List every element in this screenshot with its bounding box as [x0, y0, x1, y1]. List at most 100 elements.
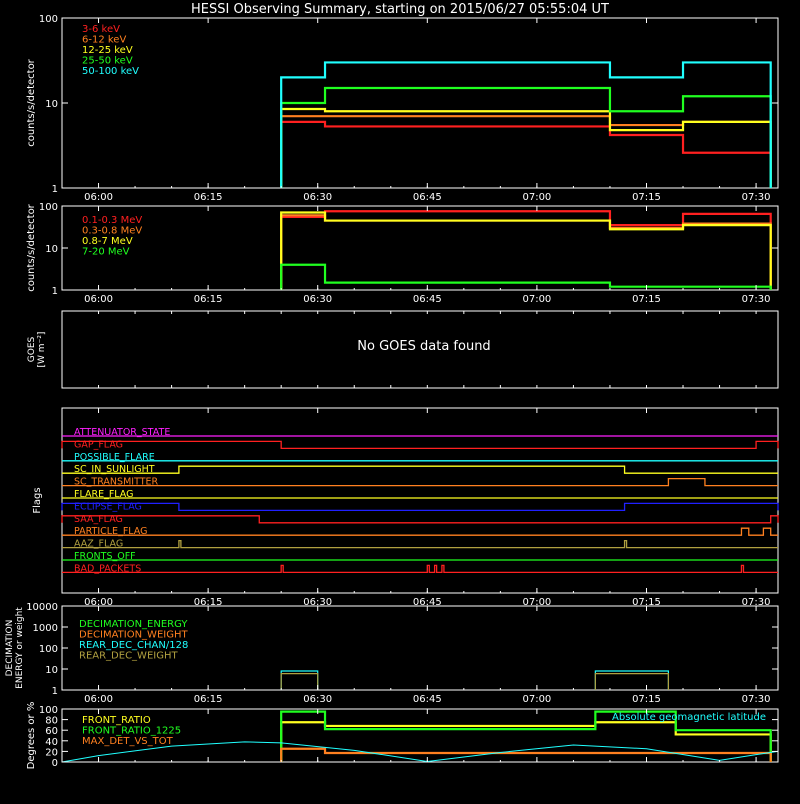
legend-label: DECIMATION_WEIGHT — [79, 630, 188, 641]
legend-label: 0.3-0.8 MeV — [82, 226, 142, 237]
y-axis-label-line1: DECIMATION — [5, 620, 15, 677]
flag-label: POSSIBLE_FLARE — [74, 452, 155, 463]
y-tick-label: 10 — [45, 99, 58, 110]
x-tick-label: 07:30 — [742, 294, 771, 305]
series-line-0-3-0-8-mev — [280, 214, 772, 290]
flag-line-aaz-flag — [62, 539, 778, 549]
legend-label: 3-6 keV — [82, 24, 120, 35]
x-tick-label: 07:15 — [632, 192, 661, 203]
flag-line-sc-in-sunlight — [62, 465, 778, 474]
legend-label: 12-25 keV — [82, 45, 133, 56]
legend-label: 7-20 MeV — [82, 247, 130, 258]
y-tick-label: 40 — [45, 737, 58, 748]
legend-label: 25-50 keV — [82, 56, 133, 67]
flag-label: SAA_FLAG — [74, 514, 123, 525]
x-tick-label: 07:15 — [632, 294, 661, 305]
x-tick-label: 07:00 — [522, 694, 551, 705]
legend-label: REAR_DEC_CHAN/128 — [79, 640, 188, 651]
x-tick-label: 07:15 — [632, 597, 661, 608]
flag-line-gap-flag — [61, 440, 779, 450]
y-tick-label: 10000 — [26, 602, 58, 613]
series-line-7-20-mev — [280, 263, 772, 290]
series-line-0-8-7-mev — [280, 211, 772, 290]
flag-line-eclipse-flag — [61, 502, 779, 512]
x-tick-label: 06:30 — [303, 192, 332, 203]
x-tick-label: 06:45 — [413, 294, 442, 305]
flag-line-bad-packets — [62, 564, 778, 574]
y-tick-label: 100 — [39, 705, 58, 716]
x-tick-label: 07:30 — [742, 192, 771, 203]
series-line-25-50-kev — [280, 86, 772, 188]
y-axis-label: counts/s/detector — [26, 203, 37, 291]
y-tick-label: 10 — [45, 665, 58, 676]
series-line-12-25-kev — [280, 107, 772, 188]
y-axis-label-line2: ENERGY or weight — [15, 607, 25, 689]
y-axis-label: counts/s/detector — [26, 58, 37, 146]
legend-label: 6-12 keV — [82, 35, 126, 46]
x-tick-label: 07:15 — [632, 694, 661, 705]
y-tick-label: 10 — [45, 244, 58, 255]
x-tick-label: 06:15 — [194, 597, 223, 608]
legend-label: REAR_DEC_WEIGHT — [79, 651, 178, 662]
flag-label: FLARE_FLAG — [74, 489, 134, 500]
x-tick-label: 06:30 — [303, 294, 332, 305]
flag-label: GAP_FLAG — [74, 439, 123, 450]
y-axis-label: Degrees or % — [26, 702, 37, 770]
x-tick-label: 07:00 — [522, 597, 551, 608]
x-tick-label: 06:00 — [84, 694, 113, 705]
flag-label: AAZ_FLAG — [74, 539, 123, 550]
flag-line-saa-flag — [61, 515, 779, 524]
flag-line-sc-transmitter — [62, 477, 778, 487]
flag-label: SC_IN_SUNLIGHT — [74, 464, 155, 475]
series-line-50-100-kev — [280, 61, 772, 188]
chart-title: HESSI Observing Summary, starting on 201… — [191, 2, 609, 17]
y-tick-label: 100 — [39, 644, 58, 655]
annotation-geomagnetic-latitude: Absolute geomagnetic latitude — [612, 712, 766, 723]
panel-3-frame — [61, 310, 779, 389]
legend-label: 50-100 keV — [82, 66, 139, 77]
series-line-0-1-0-3-mev — [280, 210, 772, 290]
y-tick-label: 1 — [52, 686, 58, 697]
flag-label: FRONTS_OFF — [74, 551, 136, 562]
series-line-rear-dec-weight — [594, 673, 670, 690]
y-tick-label: 0 — [52, 758, 58, 769]
y-tick-label: 1 — [52, 184, 58, 195]
y-axis-unit: [W m⁻²] — [37, 332, 47, 368]
x-tick-label: 06:15 — [194, 294, 223, 305]
y-axis-label: Flags — [32, 487, 43, 513]
no-data-message: No GOES data found — [357, 339, 490, 354]
y-axis-label: GOES — [27, 336, 37, 362]
y-tick-label: 100 — [39, 202, 58, 213]
legend-label: MAX_DET_VS_TOT — [82, 736, 174, 747]
x-tick-label: 07:30 — [742, 597, 771, 608]
x-tick-label: 06:45 — [413, 694, 442, 705]
series-line-max-det-vs-tot — [280, 747, 772, 762]
x-tick-label: 06:00 — [84, 192, 113, 203]
panel-6-frame — [61, 708, 779, 763]
y-tick-label: 100 — [39, 14, 58, 25]
y-tick-label: 1 — [52, 286, 58, 297]
x-tick-label: 06:00 — [84, 294, 113, 305]
x-tick-label: 07:00 — [522, 192, 551, 203]
legend-label: FRONT_RATIO — [82, 715, 151, 726]
x-tick-label: 06:30 — [303, 694, 332, 705]
flag-label: SC_TRANSMITTER — [74, 477, 159, 488]
flag-label: ECLIPSE_FLAG — [74, 501, 142, 512]
x-tick-label: 06:30 — [303, 597, 332, 608]
x-tick-label: 06:15 — [194, 694, 223, 705]
panel-4-frame — [61, 407, 779, 594]
x-tick-label: 06:00 — [84, 597, 113, 608]
x-tick-label: 06:15 — [194, 192, 223, 203]
y-tick-label: 20 — [45, 747, 58, 758]
flag-line-particle-flag — [62, 527, 778, 536]
x-tick-label: 06:45 — [413, 597, 442, 608]
x-tick-label: 06:45 — [413, 192, 442, 203]
panel-1-frame — [61, 17, 779, 189]
series-line-3-6-kev — [280, 120, 772, 188]
x-tick-label: 07:00 — [522, 294, 551, 305]
x-tick-label: 07:30 — [742, 694, 771, 705]
legend-label: 0.1-0.3 MeV — [82, 215, 142, 226]
y-tick-label: 60 — [45, 726, 58, 737]
panel-2-frame — [61, 205, 779, 291]
series-line-front-ratio-1225 — [280, 710, 772, 762]
